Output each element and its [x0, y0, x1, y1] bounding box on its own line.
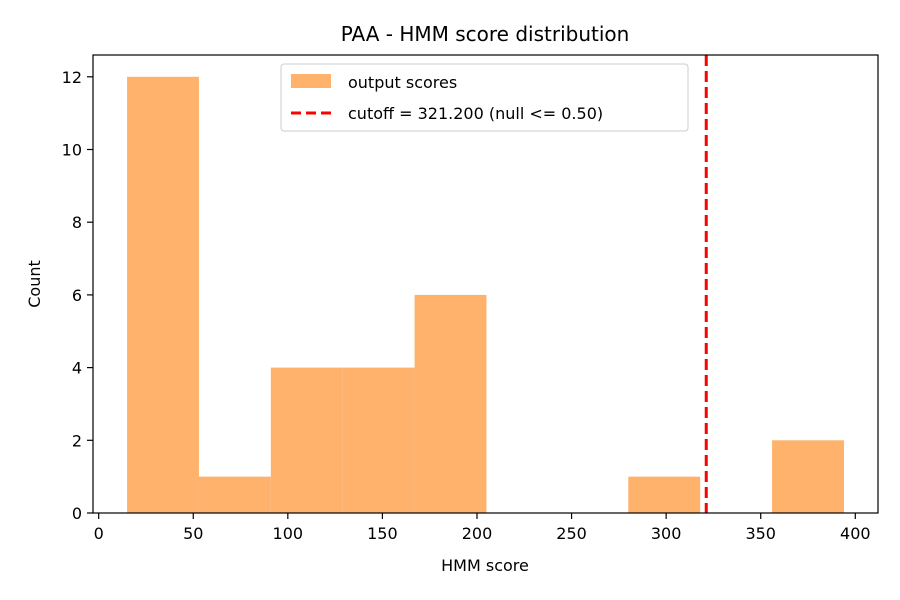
- y-tick-label: 4: [72, 359, 82, 378]
- histogram-bar: [270, 367, 343, 513]
- x-tick-label: 100: [273, 524, 304, 543]
- histogram-bar: [414, 294, 487, 513]
- legend: output scores cutoff = 321.200 (null <= …: [280, 63, 689, 132]
- histogram-bar: [772, 440, 844, 513]
- chart-title: PAA - HMM score distribution: [341, 22, 630, 46]
- y-tick-label: 2: [72, 431, 82, 450]
- legend-label-output-scores: output scores: [348, 73, 457, 92]
- y-axis-ticks: 0 2 4 6 8 10 12: [62, 68, 93, 523]
- x-tick-label: 0: [94, 524, 104, 543]
- histogram-bar: [198, 476, 271, 513]
- x-tick-label: 150: [367, 524, 398, 543]
- histogram-bar: [342, 367, 415, 513]
- histogram-bar: [628, 476, 701, 513]
- x-tick-label: 300: [651, 524, 682, 543]
- x-tick-label: 50: [183, 524, 203, 543]
- x-axis-ticks: 0 50 100 150 200 250 300 350 400: [94, 513, 871, 543]
- x-tick-label: 400: [840, 524, 871, 543]
- legend-swatch-output-scores: [291, 74, 331, 88]
- x-tick-label: 350: [745, 524, 776, 543]
- x-tick-label: 250: [556, 524, 587, 543]
- plot-frame: [92, 54, 879, 514]
- y-tick-label: 6: [72, 286, 82, 305]
- y-tick-label: 10: [62, 141, 82, 160]
- y-tick-label: 8: [72, 213, 82, 232]
- y-axis-label: Count: [25, 260, 44, 308]
- histogram-bar: [127, 76, 199, 514]
- x-axis-label: HMM score: [441, 556, 529, 575]
- x-tick-label: 200: [462, 524, 493, 543]
- y-tick-label: 12: [62, 68, 82, 87]
- bars-group: [127, 76, 844, 514]
- legend-box: [280, 63, 689, 132]
- y-tick-label: 0: [72, 504, 82, 523]
- legend-label-cutoff: cutoff = 321.200 (null <= 0.50): [348, 104, 603, 123]
